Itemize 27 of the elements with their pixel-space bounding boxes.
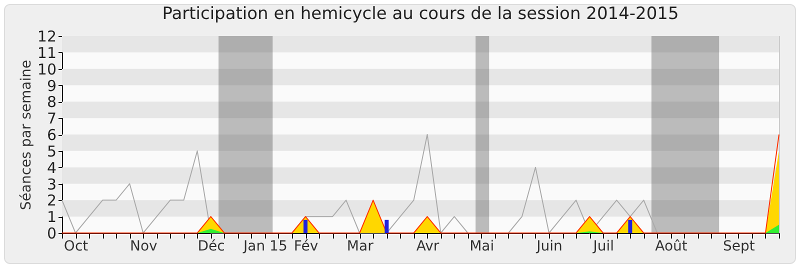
y-tick-label: 2 [46,192,56,210]
x-tick-label: Sept [722,238,756,254]
x-tick-label: Juil [592,238,614,254]
y-tick-label: 3 [46,175,56,194]
x-tick-label: Déc [198,238,225,254]
x-tick-label: Fév [294,238,318,254]
y-axis-title: Séances par semaine [18,60,34,210]
chart-title: Participation en hemicycle au cours de la session 2014-2015 [162,4,679,24]
x-tick-label: Oct [64,238,89,254]
x-tick-label: Jan 15 [242,238,288,254]
y-tick-label: 0 [46,224,56,242]
y-tick-label: 9 [46,76,56,95]
x-tick-label: Juin [536,238,562,254]
x-tick-label: Nov [130,238,158,254]
y-tick-label: 7 [46,110,56,128]
y-tick-label: 1 [46,208,56,226]
y-tick-label: 8 [46,93,56,112]
x-tick-label: Avr [416,238,440,254]
x-tick-label: Mar [346,238,374,254]
y-tick-label: 10 [37,60,56,78]
y-tick-label: 12 [37,28,56,46]
y-tick-label: 5 [46,142,56,160]
x-tick-label: Mai [470,238,494,254]
x-tick-label: Août [655,238,688,254]
y-tick-label: 11 [37,44,56,62]
y-tick-label: 4 [46,158,56,177]
y-tick-label: 6 [46,126,56,144]
